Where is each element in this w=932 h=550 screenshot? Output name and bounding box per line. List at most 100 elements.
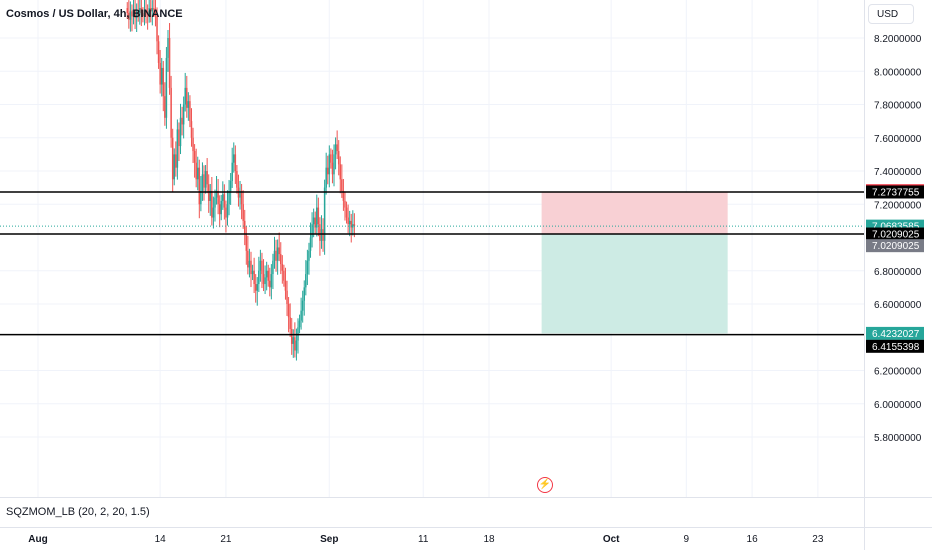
candle-body: [223, 194, 226, 208]
y-axis-ticks: 8.2000000 8.0000000 7.8000000 7.6000000 7.40…: [874, 34, 922, 444]
candle-body: [298, 320, 301, 328]
candle-body: [190, 121, 193, 138]
price-label-value: 7.0683585: [872, 222, 920, 233]
candle-body: [196, 167, 199, 180]
candle-body: [350, 220, 352, 228]
candle-body: [323, 187, 326, 241]
candle-body: [311, 224, 313, 238]
price-label-box: [866, 326, 924, 340]
candle-body: [267, 270, 269, 281]
candle-body: [186, 87, 188, 108]
candle-body: [222, 194, 224, 201]
candle-body: [269, 280, 271, 288]
candle-body: [303, 287, 306, 301]
candle-body: [322, 229, 324, 241]
candle-body: [276, 247, 279, 261]
candle-body: [344, 200, 346, 208]
candle-body: [217, 190, 219, 205]
candle-body: [156, 16, 158, 42]
candle-body: [270, 274, 273, 288]
y-tick-label: 6.0000000: [874, 400, 922, 411]
candle-body: [231, 162, 233, 181]
candle-body: [203, 174, 205, 188]
candle-body: [330, 154, 332, 163]
take-profit-zone: [541, 234, 728, 334]
candle-body: [126, 8, 129, 14]
candle-body: [215, 190, 218, 198]
candle-body: [334, 144, 337, 155]
candle-body: [265, 270, 268, 278]
currency-button[interactable]: USD: [868, 4, 914, 24]
candle-body: [167, 38, 169, 58]
candle-body: [160, 67, 163, 85]
candle-body: [173, 154, 176, 180]
candle-body: [312, 217, 315, 225]
candle-body: [280, 254, 282, 265]
candle-body: [165, 57, 168, 118]
candle-body: [250, 260, 252, 275]
candle-body: [175, 154, 177, 168]
candle-body: [168, 38, 171, 88]
candle-body: [328, 154, 331, 175]
x-tick-label: Sep: [320, 534, 338, 545]
candle-body: [195, 162, 197, 180]
candle-body: [139, 8, 141, 15]
candle-body: [145, 9, 147, 12]
y-tick-label: 7.8000000: [874, 101, 922, 112]
y-tick-label: 6.2000000: [874, 367, 922, 378]
candle-body: [261, 260, 263, 275]
price-label-box: [866, 185, 924, 199]
candle-body: [137, 11, 139, 15]
candle-body: [247, 250, 249, 268]
y-tick-label: 8.0000000: [874, 67, 922, 78]
candle-body: [273, 250, 276, 261]
candle-body: [148, 8, 150, 15]
candle-body: [272, 260, 274, 275]
candle-body: [204, 171, 207, 188]
lightning-bolt-icon[interactable]: ⚡: [537, 477, 553, 493]
candle-body: [347, 217, 349, 225]
x-axis-ticks: Aug 14 21 Sep 11 18 Oct 9 16 23: [28, 534, 824, 545]
candle-body: [333, 154, 335, 175]
candle-body: [353, 224, 356, 227]
candle-body: [275, 250, 277, 261]
y-tick-label: 6.8000000: [874, 267, 922, 278]
indicator-label[interactable]: SQZMOM_LB (20, 2, 20, 1.5): [6, 506, 150, 518]
candle-body: [308, 250, 310, 261]
candle-body: [187, 101, 190, 108]
candle-body: [131, 11, 133, 17]
candle-body: [209, 190, 212, 201]
candle-body: [289, 317, 291, 329]
candle-body: [248, 260, 251, 268]
candle-body: [171, 137, 174, 180]
x-tick-label: 14: [155, 534, 167, 545]
candle-body: [189, 101, 191, 122]
candle-body: [206, 171, 208, 185]
candle-body: [151, 8, 154, 12]
x-tick-label: 18: [483, 534, 495, 545]
candle-body: [178, 129, 180, 147]
candle-body: [129, 11, 132, 20]
candle-body: [181, 117, 183, 125]
candle-body: [336, 144, 338, 152]
candle-body: [128, 13, 130, 20]
candle-body: [281, 264, 284, 271]
pane-divider[interactable]: [0, 497, 932, 498]
candle-body: [242, 204, 244, 221]
candle-body: [211, 190, 213, 218]
candle-body: [200, 190, 202, 205]
candle-body: [278, 247, 280, 255]
chart-title: Cosmos / US Dollar, 4h, BINANCE: [6, 8, 183, 20]
x-tick-label: 9: [684, 534, 690, 545]
candle-body: [326, 167, 329, 175]
candle-body: [254, 284, 257, 291]
candle-body: [214, 197, 216, 208]
candle-body: [182, 104, 185, 125]
candle-body: [319, 224, 321, 241]
candle-body: [287, 304, 290, 318]
candle-body: [262, 274, 265, 285]
candle-body: [234, 154, 237, 171]
candle-body: [292, 337, 295, 344]
candle-body: [316, 207, 318, 228]
